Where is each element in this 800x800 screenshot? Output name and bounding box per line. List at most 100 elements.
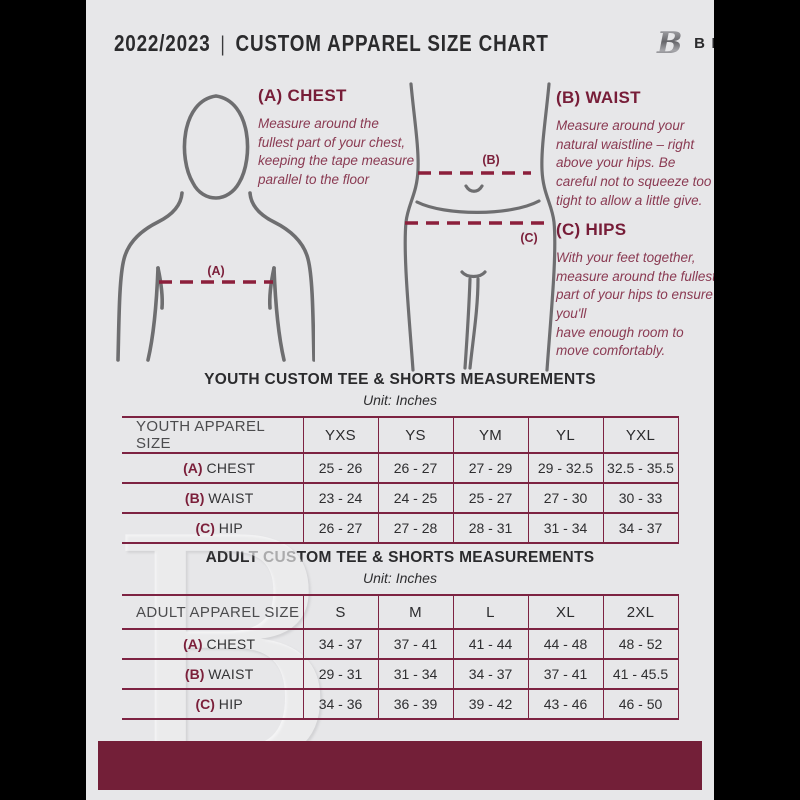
cell-value: 48 - 52 [602,628,679,659]
hips-instruction-text: With your feet together, measure around … [556,250,714,359]
hips-heading: (C) HIPS [556,220,627,239]
row-name: WAIST [208,490,254,506]
chest-heading: (A) CHEST [258,86,347,105]
footer-accent-bar [98,741,702,790]
row-key: (B) [184,666,205,682]
figure-left-crease [156,266,165,310]
youth-table-header-row: YOUTH APPAREL SIZE YXS YS YM YL YXL [122,416,679,453]
cell-value: 36 - 39 [377,688,453,720]
row-key: (C) [195,696,215,712]
title-divider: | [220,32,226,56]
figure-navel [464,184,484,193]
youth-table-title: YOUTH CUSTOM TEE & SHORTS MEASUREMENTS [204,371,596,388]
youth-measurements-section: YOUTH CUSTOM TEE & SHORTS MEASUREMENTS U… [86,371,714,544]
row-name: CHEST [206,460,256,476]
table-row: (B) WAIST 29 - 31 31 - 34 34 - 37 37 - 4… [122,658,679,689]
row-name: HIP [218,520,244,536]
cell-value: 34 - 36 [302,688,378,720]
row-key: (B) [184,490,205,506]
document-title: 2022/2023 | CUSTOM APPAREL SIZE CHART [114,30,549,57]
row-key: (A) [183,636,203,652]
youth-table-unit: Unit: Inches [363,392,437,408]
adult-size-table: ADULT APPAREL SIZE S M L XL 2XL (A) CHES… [122,594,679,720]
table-row: (B) WAIST 23 - 24 24 - 25 25 - 27 27 - 3… [122,482,679,513]
adult-size-l: L [452,594,528,629]
youth-size-yxs: YXS [302,416,378,453]
cell-value: 31 - 34 [527,512,603,544]
figure-right-side [540,82,557,372]
table-row: (C) HIP 26 - 27 27 - 28 28 - 31 31 - 34 … [122,512,679,544]
cell-value: 30 - 33 [602,482,679,513]
cell-value: 25 - 27 [452,482,528,513]
chest-marker-label: (A) [207,264,224,278]
cell-value: 41 - 44 [452,628,528,659]
figure-left-armpit-line [146,266,160,362]
table-row: (C) HIP 34 - 36 36 - 39 39 - 42 43 - 46 … [122,688,679,720]
table-row: (A) CHEST 25 - 26 26 - 27 27 - 29 29 - 3… [122,452,679,483]
youth-size-yxl: YXL [602,416,679,453]
table-row: (A) CHEST 34 - 37 37 - 41 41 - 44 44 - 4… [122,628,679,659]
cell-value: 27 - 29 [452,452,528,483]
youth-size-yl: YL [527,416,603,453]
cell-value: 34 - 37 [602,512,679,544]
adult-header-label: ADULT APPAREL SIZE [122,594,303,629]
brand-name: BREAKAWAY [694,34,714,52]
adult-size-xl: XL [527,594,603,629]
adult-table-unit: Unit: Inches [363,570,437,586]
cell-value: 27 - 28 [377,512,453,544]
cell-value: 26 - 27 [377,452,453,483]
breakaway-logo-icon: B [647,26,683,61]
season-year: 2022/2023 [114,29,211,56]
figure-left-shoulder-arm [116,191,184,362]
chest-instruction-block: (A) CHEST Measure around the fullest par… [258,86,416,190]
size-chart-document: 2022/2023 | CUSTOM APPAREL SIZE CHART B [86,0,714,800]
cell-value: 32.5 - 35.5 [602,452,679,483]
document-header: 2022/2023 | CUSTOM APPAREL SIZE CHART B [114,22,714,64]
adult-size-m: M [377,594,453,629]
adult-table-header-row: ADULT APPAREL SIZE S M L XL 2XL [122,594,679,629]
cell-value: 34 - 37 [302,628,378,659]
figure-crotch-arc [460,270,487,279]
row-name: HIP [218,696,244,712]
chest-instruction-text: Measure around the fullest part of your … [258,116,415,187]
figure-right-crease [267,266,276,310]
cell-value: 37 - 41 [377,628,453,659]
brand-logo-group: B BREAKAWAY [644,23,714,63]
cell-value: 31 - 34 [377,658,453,689]
cell-value: 26 - 27 [302,512,378,544]
cell-value: 29 - 32.5 [527,452,603,483]
waist-instruction-text: Measure around your natural waistline – … [556,118,712,208]
cell-value: 39 - 42 [452,688,528,720]
adult-size-2xl: 2XL [602,594,679,629]
hips-instruction-block: (C) HIPS With your feet together, measur… [556,220,714,361]
cell-value: 43 - 46 [527,688,603,720]
row-name: WAIST [208,666,254,682]
cell-value: 41 - 45.5 [602,658,679,689]
cell-value: 23 - 24 [302,482,378,513]
youth-size-table: YOUTH APPAREL SIZE YXS YS YM YL YXL (A) … [122,416,679,544]
hips-waist-figure: (B) (C) [403,82,557,372]
figure-left-inner-leg [463,277,472,370]
cell-value: 29 - 31 [302,658,378,689]
cell-value: 25 - 26 [302,452,378,483]
figure-right-armpit-line [272,266,286,362]
cell-value: 28 - 31 [452,512,528,544]
adult-measurements-section: ADULT CUSTOM TEE & SHORTS MEASUREMENTS U… [86,549,714,720]
adult-table-title: ADULT CUSTOM TEE & SHORTS MEASUREMENTS [205,549,595,566]
youth-size-ys: YS [377,416,453,453]
figure-right-inner-leg [468,277,480,370]
cell-value: 44 - 48 [527,628,603,659]
figure-belly-curve [415,199,541,214]
waist-heading: (B) WAIST [556,88,641,107]
youth-size-ym: YM [452,416,528,453]
hips-marker-label: (C) [520,231,537,245]
cell-value: 27 - 30 [527,482,603,513]
adult-size-s: S [302,594,378,629]
cell-value: 34 - 37 [452,658,528,689]
torso-chest-figure: (A) [116,94,315,362]
figure-head-outline [182,94,250,200]
youth-header-label: YOUTH APPAREL SIZE [122,416,303,453]
row-key: (C) [195,520,215,536]
cell-value: 46 - 50 [602,688,679,720]
